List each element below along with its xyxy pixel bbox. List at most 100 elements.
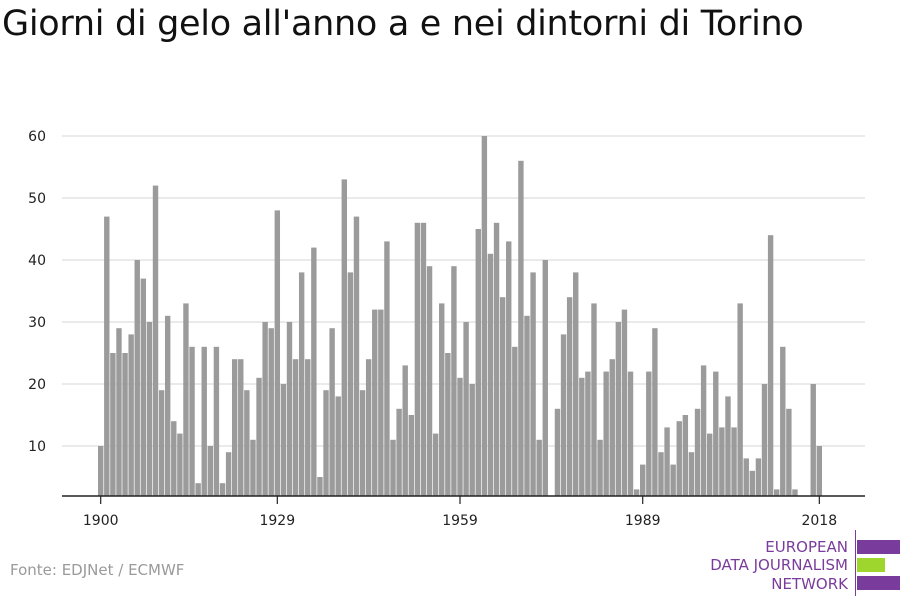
bar-1939 — [335, 396, 341, 496]
bar-1901 — [104, 216, 110, 496]
bar-1930 — [280, 384, 287, 496]
bar-1952 — [414, 222, 421, 497]
bar-1900 — [98, 446, 104, 496]
bar-1982 — [597, 439, 603, 496]
bar-1964 — [487, 253, 494, 496]
bar-1910 — [158, 390, 165, 496]
logo-stripe-purple-bottom — [857, 576, 900, 590]
x-tick-label: 2018 — [801, 513, 837, 529]
bar-1913 — [177, 433, 183, 496]
bar-1903 — [116, 328, 122, 496]
bar-1915 — [189, 346, 195, 496]
bar-1902 — [110, 353, 116, 496]
bar-2008 — [755, 458, 762, 496]
bar-1936 — [317, 477, 323, 496]
bar-1924 — [244, 390, 250, 496]
y-tick-label: 40 — [28, 253, 46, 269]
bar-2000 — [707, 433, 713, 496]
bar-1934 — [305, 359, 311, 496]
bar-1937 — [323, 390, 329, 496]
bar-1957 — [445, 353, 451, 496]
bar-1981 — [591, 303, 597, 496]
bar-1956 — [439, 303, 445, 496]
x-tick-label: 1989 — [625, 513, 661, 529]
bar-2017 — [810, 384, 816, 496]
bar-1914 — [183, 303, 189, 496]
bar-1965 — [493, 222, 500, 497]
bar-2010 — [767, 235, 774, 496]
y-tick-label: 60 — [28, 129, 46, 145]
bar-1932 — [292, 359, 299, 496]
bar-1931 — [286, 322, 293, 496]
bar-1973 — [542, 260, 548, 496]
bar-1922 — [231, 359, 238, 496]
x-tick-label: 1929 — [259, 513, 295, 529]
bar-1975 — [554, 408, 561, 496]
bar-1925 — [250, 439, 256, 496]
logo-line-european: EUROPEAN — [765, 538, 848, 556]
bar-1979 — [579, 377, 585, 496]
bar-1944 — [365, 359, 372, 496]
bar-1971 — [530, 272, 536, 496]
bar-1927 — [262, 322, 268, 496]
bar-1921 — [225, 452, 232, 496]
bar-1951 — [408, 415, 414, 496]
x-tick-label: 1900 — [83, 513, 119, 529]
bar-1967 — [506, 241, 512, 496]
bar-1904 — [122, 353, 128, 496]
bar-1988 — [633, 489, 640, 496]
bar-2002 — [719, 427, 725, 496]
bar-1989 — [640, 464, 646, 496]
bar-1911 — [164, 315, 171, 496]
bar-1909 — [152, 185, 159, 496]
bar-1966 — [499, 297, 506, 496]
x-tick-label: 1959 — [442, 513, 478, 529]
bar-1978 — [573, 272, 579, 496]
bar-1955 — [432, 433, 439, 496]
y-tick-label: 30 — [28, 315, 46, 331]
bar-2006 — [743, 458, 749, 496]
bar-2007 — [749, 470, 756, 496]
bar-1926 — [256, 377, 262, 496]
bar-1968 — [512, 346, 518, 496]
bar-1980 — [585, 371, 591, 496]
bar-1963 — [481, 136, 488, 496]
bar-1942 — [353, 216, 360, 496]
bar-1950 — [402, 365, 408, 496]
y-tick-label: 50 — [28, 191, 46, 207]
bar-1928 — [268, 328, 274, 496]
bar-2012 — [780, 346, 786, 496]
bar-1970 — [524, 315, 530, 496]
bar-2004 — [731, 427, 737, 496]
bar-1953 — [420, 222, 427, 497]
logo-divider — [855, 530, 856, 596]
bar-1917 — [201, 346, 207, 496]
bar-1905 — [128, 334, 134, 496]
bar-1958 — [451, 266, 457, 496]
bar-1938 — [329, 328, 335, 496]
bar-1923 — [238, 359, 244, 496]
page-title: Giorni di gelo all'anno a e nei dintorni… — [2, 4, 804, 44]
bar-2011 — [773, 489, 780, 496]
bar-1954 — [426, 266, 433, 496]
bar-1987 — [627, 371, 634, 496]
bar-1933 — [298, 272, 305, 496]
bar-1996 — [682, 415, 689, 496]
bar-1919 — [213, 346, 220, 496]
bar-2018 — [816, 446, 823, 496]
logo-stripe-green — [857, 558, 885, 572]
bar-1991 — [652, 328, 658, 496]
bar-1948 — [390, 439, 396, 496]
bar-1961 — [469, 384, 475, 496]
bar-1999 — [700, 365, 707, 496]
axes: 10 20 30 40 50 60 1900 1929 1959 1989 2018 — [28, 129, 865, 529]
bar-1941 — [347, 272, 354, 496]
bar-series — [98, 136, 823, 497]
bar-1906 — [134, 260, 140, 496]
bar-1997 — [688, 452, 695, 496]
bar-1916 — [195, 483, 201, 496]
bar-2014 — [792, 489, 798, 496]
bar-2001 — [713, 371, 719, 496]
bar-2003 — [725, 396, 731, 496]
bar-1972 — [536, 439, 542, 496]
